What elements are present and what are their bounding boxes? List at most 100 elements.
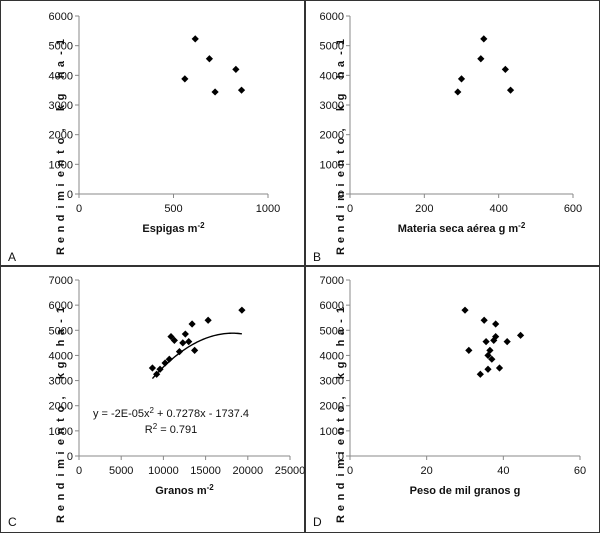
data-point bbox=[188, 320, 196, 328]
y-axis-title-char: t bbox=[335, 150, 347, 154]
x-tick-label: 15000 bbox=[190, 465, 221, 477]
data-point bbox=[156, 365, 164, 373]
y-axis-title-char: g bbox=[335, 362, 347, 369]
x-tick-label: 0 bbox=[347, 203, 353, 215]
y-axis-title-char: g bbox=[55, 94, 67, 101]
data-point bbox=[482, 338, 490, 346]
y-tick-label: 4000 bbox=[49, 70, 73, 82]
y-axis-title-char: n bbox=[55, 159, 67, 166]
y-tick-label: 0 bbox=[338, 189, 344, 201]
data-point bbox=[495, 364, 504, 372]
data-point bbox=[488, 355, 496, 363]
y-axis-title-char: m bbox=[335, 191, 347, 201]
y-axis-title-char: a bbox=[335, 60, 347, 67]
y-axis-title-char: - bbox=[335, 51, 347, 55]
data-point bbox=[170, 336, 178, 344]
y-axis-title-char: e bbox=[55, 439, 67, 445]
y-axis-title-char: m bbox=[55, 459, 67, 469]
r-squared: R2 = 0.791 bbox=[145, 422, 197, 436]
y-tick-label: 5000 bbox=[320, 41, 344, 53]
y-tick-label: 4000 bbox=[320, 350, 344, 362]
data-point bbox=[165, 355, 173, 363]
y-axis-title-char: , bbox=[55, 128, 67, 131]
y-tick-label: 6000 bbox=[320, 11, 344, 23]
y-axis-title-char: t bbox=[55, 418, 67, 422]
y-tick-label: 1000 bbox=[49, 426, 73, 438]
x-axis-title: Espigas m-2 bbox=[142, 221, 205, 235]
y-axis-title-char: , bbox=[55, 396, 67, 399]
data-point bbox=[503, 338, 511, 346]
x-axis-title: Granos m-2 bbox=[155, 483, 214, 497]
y-tick-label: 4000 bbox=[320, 70, 344, 82]
x-tick-label: 400 bbox=[489, 203, 507, 215]
x-tick-label: 0 bbox=[76, 203, 82, 215]
y-axis-title-char: i bbox=[335, 473, 347, 476]
y-axis-title-char: R bbox=[55, 247, 67, 255]
y-axis-title-char: k bbox=[335, 104, 347, 111]
y-tick-label: 1000 bbox=[320, 159, 344, 171]
y-axis-title-char: g bbox=[335, 94, 347, 101]
y-axis-title-char: i bbox=[55, 183, 67, 186]
y-tick-label: 3000 bbox=[320, 100, 344, 112]
y-tick-label: 5000 bbox=[49, 41, 73, 53]
data-point bbox=[465, 346, 473, 354]
data-point bbox=[175, 348, 184, 356]
y-axis-title-char: i bbox=[335, 183, 347, 186]
trendline bbox=[151, 332, 242, 380]
y-tick-label: 6000 bbox=[49, 300, 73, 312]
data-point bbox=[191, 35, 199, 43]
x-tick-label: 0 bbox=[76, 465, 82, 477]
data-point bbox=[480, 35, 488, 43]
y-axis-title-char: e bbox=[55, 171, 67, 177]
data-point bbox=[457, 75, 466, 83]
y-axis-title-char: , bbox=[335, 128, 347, 131]
x-tick-label: 60 bbox=[574, 465, 586, 477]
y-axis-title-char: 1 bbox=[335, 307, 347, 313]
data-point bbox=[480, 316, 488, 324]
data-point bbox=[204, 316, 212, 324]
x-axis-title: Peso de mil granos g bbox=[410, 485, 521, 497]
y-axis-title-char: k bbox=[55, 372, 67, 379]
data-point bbox=[454, 88, 462, 96]
data-point bbox=[185, 338, 193, 346]
y-axis-title-char: d bbox=[335, 483, 347, 490]
y-axis-title-char: e bbox=[335, 171, 347, 177]
y-tick-label: 6000 bbox=[320, 300, 344, 312]
data-point bbox=[501, 65, 509, 73]
y-tick-label: 5000 bbox=[49, 325, 73, 337]
y-axis-title-char: - bbox=[55, 51, 67, 55]
y-axis-title-char: d bbox=[55, 483, 67, 490]
y-axis-title-char: n bbox=[335, 225, 347, 232]
data-point bbox=[181, 330, 189, 338]
x-tick-label: 500 bbox=[164, 203, 182, 215]
y-tick-label: 0 bbox=[338, 451, 344, 463]
data-point bbox=[191, 346, 199, 354]
y-axis-title-char: o bbox=[335, 405, 347, 412]
x-axis-title: Materia seca aérea g m-2 bbox=[398, 221, 526, 235]
y-axis-title-char: d bbox=[335, 215, 347, 222]
y-tick-label: 1000 bbox=[49, 159, 73, 171]
panel-border bbox=[0, 266, 305, 533]
y-axis-title-char: o bbox=[55, 137, 67, 144]
y-axis-title-char: g bbox=[55, 362, 67, 369]
y-axis-title-char: e bbox=[335, 505, 347, 511]
panel-letter: C bbox=[8, 515, 17, 529]
data-point bbox=[461, 306, 469, 314]
y-axis-title-char: h bbox=[335, 71, 347, 78]
y-tick-label: 0 bbox=[67, 451, 73, 463]
x-tick-label: 1000 bbox=[256, 203, 280, 215]
y-axis-title-char: R bbox=[55, 515, 67, 523]
data-point bbox=[205, 55, 214, 63]
chart-panel-b: 0 1000 2000 3000 4000 5000 6000 0 200 400 600 Mater… bbox=[305, 0, 600, 266]
y-axis-title-char: h bbox=[55, 71, 67, 78]
y-tick-label: 1000 bbox=[320, 426, 344, 438]
y-axis-title-char: 1 bbox=[335, 39, 347, 45]
data-point bbox=[476, 370, 484, 378]
x-tick-label: 40 bbox=[497, 465, 509, 477]
data-point bbox=[237, 86, 246, 94]
y-tick-label: 6000 bbox=[49, 11, 73, 23]
data-point bbox=[148, 364, 157, 372]
